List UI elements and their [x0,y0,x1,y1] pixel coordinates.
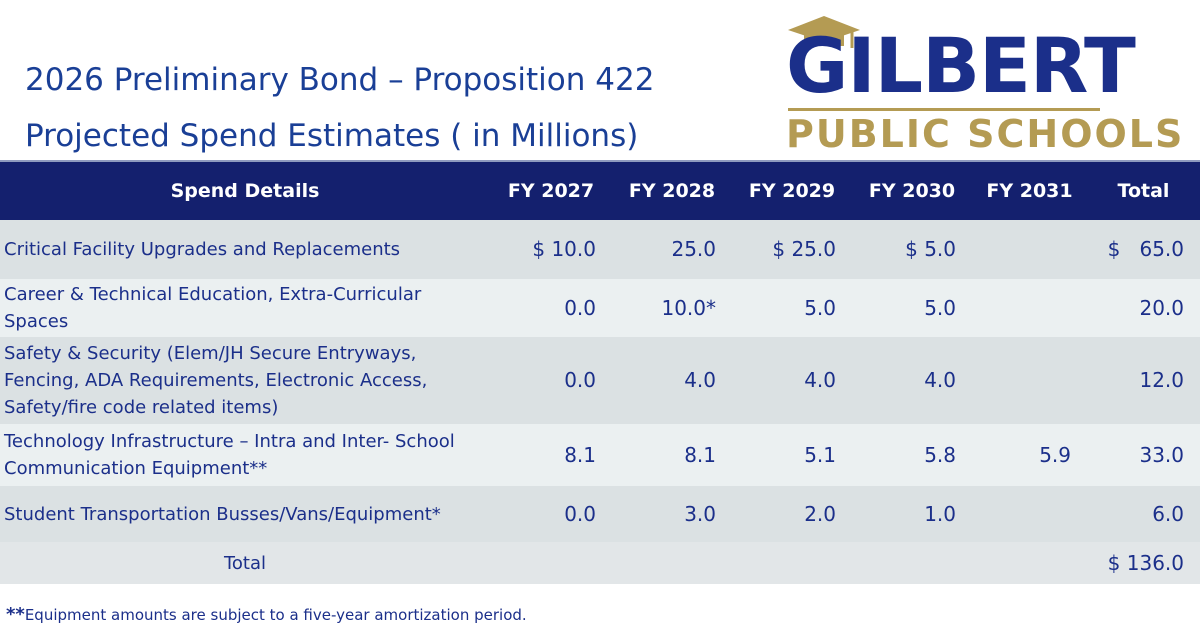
cell-fy2027: 0.0 [490,279,612,337]
column-header-total: Total [1087,162,1200,220]
column-header-fy2029: FY 2029 [732,162,852,220]
page-subtitle: Projected Spend Estimates ( in Millions) [25,118,639,154]
cell-fy2028: 3.0 [612,486,732,542]
cell-fy2028: 8.1 [612,424,732,486]
row-details: Technology Infrastructure – Intra and In… [0,424,490,486]
footnote: **Equipment amounts are subject to a fiv… [6,604,527,625]
table-row: Critical Facility Upgrades and Replaceme… [0,220,1200,279]
cell-total: 33.0 [1087,424,1200,486]
cell-fy2029: $ 25.0 [732,220,852,279]
cell-fy2031: 5.9 [972,424,1087,486]
row-details: Critical Facility Upgrades and Replaceme… [0,220,490,279]
header-divider [0,160,1200,162]
cell-empty [852,542,972,584]
cell-fy2030: 5.0 [852,279,972,337]
cell-empty [612,542,732,584]
cell-fy2030: 5.8 [852,424,972,486]
title-block: 2026 Preliminary Bond – Proposition 422 … [25,52,654,164]
cell-fy2030: $ 5.0 [852,220,972,279]
spend-table: Spend Details FY 2027 FY 2028 FY 2029 FY… [0,162,1200,584]
table-row: Safety & Security (Elem/JH Secure Entryw… [0,337,1200,424]
table-row: Student Transportation Busses/Vans/Equip… [0,486,1200,542]
cell-fy2029: 5.1 [732,424,852,486]
cell-fy2028: 10.0* [612,279,732,337]
cell-fy2031 [972,337,1087,424]
table-total-row: Total $ 136.0 [0,542,1200,584]
cell-fy2031 [972,279,1087,337]
column-header-fy2031: FY 2031 [972,162,1087,220]
footnote-marker: ** [6,604,25,625]
cell-fy2028: 4.0 [612,337,732,424]
gilbert-public-schools-logo: GILBERT PUBLIC SCHOOLS [786,16,1182,158]
cell-fy2029: 4.0 [732,337,852,424]
cell-fy2028: 25.0 [612,220,732,279]
cell-total: $ 65.0 [1087,220,1200,279]
cell-fy2027: $ 10.0 [490,220,612,279]
cell-fy2030: 4.0 [852,337,972,424]
cell-empty [732,542,852,584]
grand-total-value: $ 136.0 [1087,542,1200,584]
total-label: Total [0,542,490,584]
footnote-text: Equipment amounts are subject to a five-… [24,606,527,624]
cell-total: 6.0 [1087,486,1200,542]
logo-main-text: GILBERT [786,21,1136,110]
column-header-spend-details: Spend Details [0,162,490,220]
cell-fy2030: 1.0 [852,486,972,542]
page-title: 2026 Preliminary Bond – Proposition 422 [25,62,655,98]
logo-divider [788,108,1100,111]
cell-total: 12.0 [1087,337,1200,424]
cell-empty [490,542,612,584]
cell-fy2029: 2.0 [732,486,852,542]
table-header-row: Spend Details FY 2027 FY 2028 FY 2029 FY… [0,162,1200,220]
cell-fy2031 [972,486,1087,542]
cell-total: 20.0 [1087,279,1200,337]
column-header-fy2027: FY 2027 [490,162,612,220]
cell-fy2027: 0.0 [490,337,612,424]
table-row: Career & Technical Education, Extra-Curr… [0,279,1200,337]
row-details: Career & Technical Education, Extra-Curr… [0,279,490,337]
cell-fy2027: 8.1 [490,424,612,486]
row-details: Safety & Security (Elem/JH Secure Entryw… [0,337,490,424]
column-header-fy2030: FY 2030 [852,162,972,220]
cell-fy2029: 5.0 [732,279,852,337]
cell-fy2031 [972,220,1087,279]
logo-sub-text: PUBLIC SCHOOLS [786,112,1185,156]
cell-fy2027: 0.0 [490,486,612,542]
graduation-cap-icon [788,16,860,48]
row-details: Student Transportation Busses/Vans/Equip… [0,486,490,542]
column-header-fy2028: FY 2028 [612,162,732,220]
table-row: Technology Infrastructure – Intra and In… [0,424,1200,486]
cell-empty [972,542,1087,584]
